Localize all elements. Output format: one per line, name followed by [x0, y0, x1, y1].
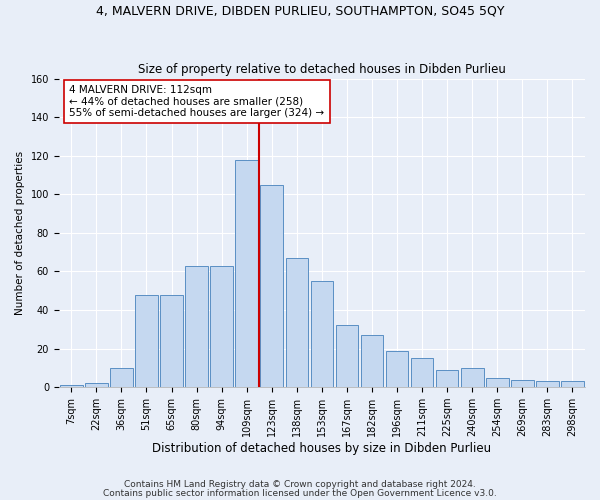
- Bar: [160, 294, 183, 387]
- Bar: [85, 384, 107, 387]
- Title: Size of property relative to detached houses in Dibden Purlieu: Size of property relative to detached ho…: [138, 63, 506, 76]
- Bar: [411, 358, 433, 387]
- Bar: [185, 266, 208, 387]
- X-axis label: Distribution of detached houses by size in Dibden Purlieu: Distribution of detached houses by size …: [152, 442, 491, 455]
- Text: 4 MALVERN DRIVE: 112sqm
← 44% of detached houses are smaller (258)
55% of semi-d: 4 MALVERN DRIVE: 112sqm ← 44% of detache…: [70, 84, 325, 118]
- Bar: [486, 378, 509, 387]
- Bar: [335, 326, 358, 387]
- Bar: [211, 266, 233, 387]
- Text: Contains public sector information licensed under the Open Government Licence v3: Contains public sector information licen…: [103, 489, 497, 498]
- Text: 4, MALVERN DRIVE, DIBDEN PURLIEU, SOUTHAMPTON, SO45 5QY: 4, MALVERN DRIVE, DIBDEN PURLIEU, SOUTHA…: [96, 5, 504, 18]
- Bar: [286, 258, 308, 387]
- Bar: [386, 350, 409, 387]
- Bar: [311, 281, 333, 387]
- Bar: [110, 368, 133, 387]
- Bar: [461, 368, 484, 387]
- Bar: [235, 160, 258, 387]
- Text: Contains HM Land Registry data © Crown copyright and database right 2024.: Contains HM Land Registry data © Crown c…: [124, 480, 476, 489]
- Bar: [561, 382, 584, 387]
- Bar: [135, 294, 158, 387]
- Bar: [60, 386, 83, 387]
- Bar: [260, 184, 283, 387]
- Bar: [511, 380, 533, 387]
- Bar: [436, 370, 458, 387]
- Bar: [361, 335, 383, 387]
- Bar: [536, 382, 559, 387]
- Y-axis label: Number of detached properties: Number of detached properties: [15, 151, 25, 315]
